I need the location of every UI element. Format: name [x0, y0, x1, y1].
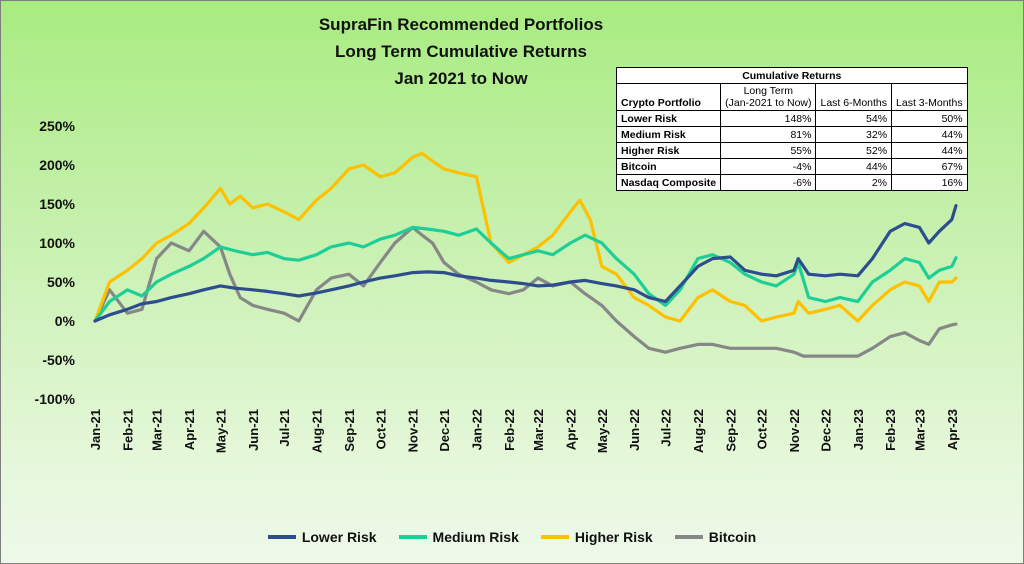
- table-cell-row-3m: 44%: [891, 126, 968, 143]
- table-cell-row-3m: 50%: [891, 110, 968, 127]
- series-line-lower-risk: [93, 204, 958, 323]
- x-tick-label: Mar-22: [531, 409, 546, 451]
- table-cell-row-name: Bitcoin: [615, 158, 722, 175]
- x-tick-label: Dec-21: [437, 409, 452, 452]
- table-cell-row-3m: 16%: [891, 174, 968, 191]
- table-header-long-term: Long Term (Jan-2021 to Now): [720, 83, 817, 111]
- x-tick-label: Feb-22: [502, 409, 517, 451]
- table-cell-row-3m: 44%: [891, 142, 968, 159]
- y-tick-label: 100%: [39, 235, 75, 251]
- table-header-6m: Last 6-Months: [815, 83, 893, 111]
- x-tick-label: Jul-22: [659, 409, 674, 447]
- cumulative-returns-table: Cumulative Returns Crypto Portfolio Long…: [615, 67, 968, 191]
- table-header-long-term-line-2: (Jan-2021 to Now): [725, 97, 812, 109]
- y-tick-label: 0%: [55, 313, 76, 329]
- legend-label: Lower Risk: [301, 529, 377, 545]
- table-body: Lower Risk 148% 54% 50% Medium Risk 81% 32% 44%…: [615, 110, 968, 191]
- chart-title-line-1: SupraFin Recommended Portfolios: [318, 15, 604, 34]
- x-tick-label: Apr-22: [563, 409, 578, 450]
- x-tick-label: Jun-21: [246, 409, 261, 451]
- x-tick-label: Jan-22: [469, 409, 484, 450]
- legend-item: Medium Risk: [398, 529, 519, 545]
- x-tick-label: Aug-22: [691, 409, 706, 453]
- x-tick-label: Apr-21: [182, 409, 197, 450]
- table-caption: Cumulative Returns: [616, 67, 968, 84]
- x-tick-label: Apr-23: [945, 409, 960, 450]
- table-cell-row-name: Nasdaq Composite: [615, 174, 722, 191]
- chart-title-line-3: Jan 2021 to Now: [394, 69, 528, 88]
- legend-item: Bitcoin: [674, 529, 757, 545]
- table-cell-row-name: Lower Risk: [615, 110, 722, 127]
- table-cell-row-long-term: -4%: [720, 158, 817, 175]
- x-tick-label: May-22: [595, 409, 610, 453]
- x-axis: Jan-21 Feb-21 Mar-21 Apr-21 May-21 Jun-21 Jul-…: [88, 409, 960, 453]
- series-line-higher-risk: [93, 151, 958, 323]
- table-cell-row-name: Medium Risk: [615, 126, 722, 143]
- x-tick-label: Feb-23: [883, 409, 898, 451]
- x-tick-label: Nov-21: [406, 409, 421, 452]
- y-tick-label: -50%: [42, 352, 75, 368]
- x-tick-label: Oct-22: [755, 409, 770, 449]
- y-tick-label: 250%: [39, 118, 75, 134]
- x-tick-label: Jun-22: [627, 409, 642, 451]
- legend-label: Medium Risk: [432, 529, 519, 545]
- table-header-long-term-line-1: Long Term: [743, 85, 793, 97]
- legend-swatch: [674, 535, 703, 539]
- table-row: Nasdaq Composite -6% 2% 16%: [615, 174, 968, 191]
- x-tick-label: Mar-23: [912, 409, 927, 451]
- x-tick-label: Aug-21: [310, 409, 325, 453]
- table-cell-row-6m: 52%: [815, 142, 893, 159]
- x-tick-label: Sep-22: [723, 409, 738, 452]
- legend-swatch: [398, 535, 427, 539]
- series-line-medium-risk: [93, 225, 958, 323]
- line-chart: 250% 200% 150% 100% 50% 0% -50% -100% Jan-21 Feb…: [35, 118, 960, 453]
- x-tick-label: Jan-21: [88, 409, 103, 450]
- table-header-portfolio: Crypto Portfolio: [615, 83, 722, 111]
- y-tick-label: 50%: [47, 274, 76, 290]
- table-cell-row-long-term: 148%: [720, 110, 817, 127]
- table-cell-row-long-term: 55%: [720, 142, 817, 159]
- table-cell-row-6m: 44%: [815, 158, 893, 175]
- x-tick-label: Oct-21: [373, 409, 388, 449]
- chart-legend: Lower Risk Medium Risk Higher Risk Bitcoin: [1, 529, 1023, 545]
- table-cell-row-long-term: -6%: [720, 174, 817, 191]
- legend-label: Higher Risk: [574, 529, 653, 545]
- legend-swatch: [267, 535, 296, 539]
- x-tick-label: Sep-21: [342, 409, 357, 452]
- x-tick-label: Nov-22: [787, 409, 802, 452]
- table-cell-row-name: Higher Risk: [615, 142, 722, 159]
- legend-item: Lower Risk: [267, 529, 377, 545]
- y-tick-label: 200%: [39, 157, 75, 173]
- x-tick-label: Mar-21: [150, 409, 165, 451]
- y-axis: 250% 200% 150% 100% 50% 0% -50% -100%: [35, 118, 76, 407]
- x-tick-label: Feb-21: [120, 409, 135, 451]
- x-tick-label: May-21: [213, 409, 228, 453]
- legend-swatch: [540, 535, 569, 539]
- table-row: Higher Risk 55% 52% 44%: [615, 142, 968, 159]
- table-row: Medium Risk 81% 32% 44%: [615, 126, 968, 143]
- table-cell-row-6m: 2%: [815, 174, 893, 191]
- table-cell-row-long-term: 81%: [720, 126, 817, 143]
- table-cell-row-6m: 54%: [815, 110, 893, 127]
- y-tick-label: -100%: [35, 391, 76, 407]
- x-tick-label: Dec-22: [818, 409, 833, 452]
- table-header-3m: Last 3-Months: [891, 83, 968, 111]
- legend-label: Bitcoin: [708, 529, 757, 545]
- table-row: Lower Risk 148% 54% 50%: [615, 110, 968, 127]
- legend-item: Higher Risk: [540, 529, 653, 545]
- table-row: Bitcoin -4% 44% 67%: [615, 158, 968, 175]
- x-tick-label: Jul-21: [277, 409, 292, 447]
- chart-title-line-2: Long Term Cumulative Returns: [335, 42, 587, 61]
- x-tick-label: Jan-23: [851, 409, 866, 450]
- y-tick-label: 150%: [39, 196, 75, 212]
- table-cell-row-6m: 32%: [815, 126, 893, 143]
- table-cell-row-3m: 67%: [891, 158, 968, 175]
- series-lines: [93, 151, 958, 358]
